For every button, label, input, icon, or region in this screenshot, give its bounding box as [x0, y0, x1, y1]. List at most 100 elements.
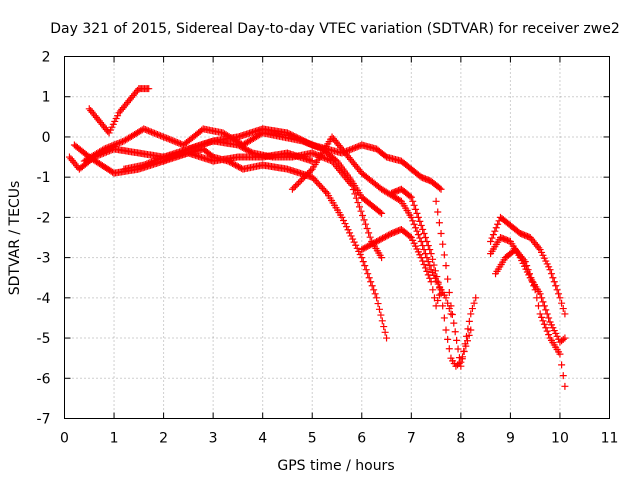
data-point [424, 242, 432, 250]
data-point [322, 155, 330, 163]
data-point [460, 347, 468, 355]
y-tick-label: -2 [37, 210, 51, 226]
data-point [178, 140, 186, 148]
data-point [308, 173, 316, 181]
data-point [435, 219, 443, 227]
data-point [143, 126, 151, 134]
data-point [431, 267, 439, 275]
data-point [434, 208, 442, 216]
data-point [359, 258, 367, 266]
data-point [378, 254, 386, 262]
data-point [531, 286, 539, 294]
data-point [417, 254, 425, 262]
data-point [338, 213, 346, 221]
data-point [366, 233, 374, 241]
data-point [561, 310, 569, 318]
data-point [492, 224, 500, 232]
data-point [429, 286, 437, 294]
data-point [150, 129, 158, 137]
data-point [540, 320, 548, 328]
data-point [359, 212, 367, 220]
data-point [362, 220, 370, 228]
data-point [423, 267, 431, 275]
y-tick-label: -5 [37, 331, 51, 347]
data-point [559, 335, 567, 343]
data-point [546, 266, 554, 274]
data-point [353, 244, 361, 252]
data-point [377, 311, 385, 319]
data-point [421, 264, 429, 272]
data-point [430, 261, 438, 269]
data-point [540, 302, 548, 310]
data-point [439, 302, 447, 310]
data-point [344, 226, 352, 234]
data-point [362, 266, 370, 274]
data-point [521, 258, 529, 266]
data-point [114, 139, 122, 147]
data-point [317, 183, 325, 191]
data-point [378, 317, 386, 325]
x-tick-label: 7 [407, 431, 416, 447]
data-point [530, 282, 538, 290]
data-point [147, 128, 155, 136]
data-point [356, 167, 364, 175]
data-point [470, 299, 478, 307]
data-point [350, 144, 358, 152]
data-point [370, 286, 378, 294]
data-point [233, 162, 241, 170]
data-point [539, 298, 547, 306]
data-point [163, 134, 171, 142]
x-tick-label: 6 [357, 431, 366, 447]
data-point [419, 225, 427, 233]
data-point [141, 160, 149, 168]
data-point [368, 240, 376, 248]
data-point [407, 213, 415, 221]
series-sat-h [358, 225, 455, 318]
data-point [140, 125, 148, 133]
data-point [520, 256, 528, 264]
data-point [437, 185, 445, 193]
data-point [552, 282, 560, 290]
data-point [111, 141, 119, 149]
data-point [166, 135, 174, 143]
data-point [173, 139, 181, 147]
data-point [370, 239, 378, 247]
data-point [115, 139, 123, 147]
data-point [472, 294, 480, 302]
data-point [355, 142, 363, 150]
data-point [412, 205, 420, 213]
data-point [322, 188, 330, 196]
data-point [363, 225, 371, 233]
data-point [380, 323, 388, 331]
data-point [140, 161, 148, 169]
data-point [426, 246, 434, 254]
data-point [347, 232, 355, 240]
data-point [349, 145, 357, 153]
data-point [437, 290, 445, 298]
data-point [293, 181, 301, 189]
data-point [410, 201, 418, 209]
data-point [416, 217, 424, 225]
data-point [152, 130, 160, 138]
data-point [356, 251, 364, 259]
data-point [153, 156, 161, 164]
y-tick-label: 1 [42, 90, 51, 106]
data-point [152, 156, 160, 164]
data-point [420, 261, 428, 269]
data-point [198, 126, 206, 134]
data-point [542, 306, 550, 314]
data-point [301, 173, 309, 181]
data-point [365, 229, 373, 237]
data-point [556, 350, 564, 358]
data-point [302, 171, 310, 179]
data-point [380, 234, 388, 241]
data-point [227, 159, 235, 167]
data-point [547, 270, 555, 278]
series-sat-m [492, 246, 569, 390]
data-point [545, 314, 553, 322]
data-point [347, 145, 355, 153]
data-point [488, 234, 496, 242]
data-point [295, 179, 303, 187]
data-point [246, 147, 254, 155]
y-tick-label: -4 [37, 291, 51, 307]
